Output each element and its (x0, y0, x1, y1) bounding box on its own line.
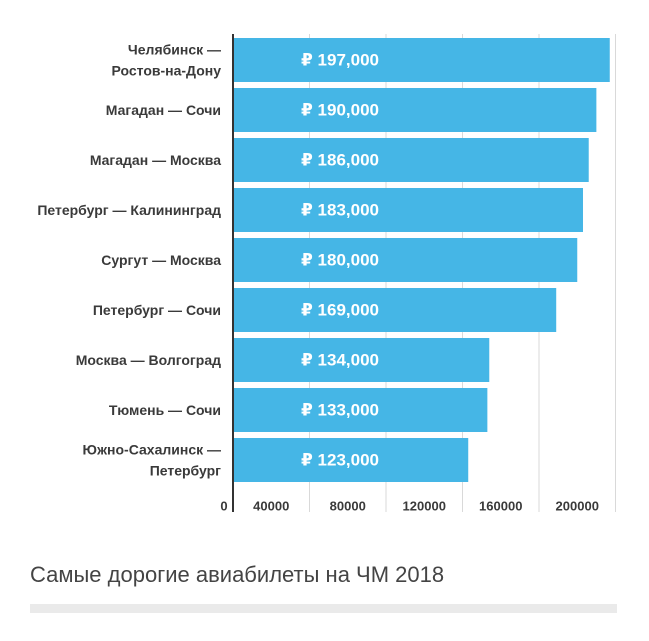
category-label: Челябинск — (128, 42, 221, 58)
bar (233, 188, 583, 232)
bar-chart: Челябинск — Ростов-на-Дону Магадан — Сочи М… (37, 34, 616, 514)
x-tick-label: 160000 (479, 499, 522, 514)
x-tick-label: 0 (220, 499, 227, 514)
bar-value-label: ₽ 186,000 (301, 151, 379, 170)
category-label: Ростов-на-Дону (112, 63, 222, 79)
bars (233, 38, 610, 482)
x-tick-label: 80000 (330, 499, 366, 514)
bar-value-label: ₽ 183,000 (301, 201, 379, 220)
category-label: Петербург — Сочи (93, 302, 221, 318)
category-label: Петербург — Калининград (37, 202, 221, 218)
bar-value-label: ₽ 123,000 (301, 451, 379, 470)
bar-value-label: ₽ 197,000 (301, 51, 379, 70)
bar-value-label: ₽ 190,000 (301, 101, 379, 120)
value-labels: ₽ 197,000 ₽ 190,000 ₽ 186,000 ₽ 183,000 ₽ 18… (301, 51, 379, 470)
chart-caption: Самые дорогие авиабилеты на ЧМ 2018 (30, 562, 445, 587)
bar (233, 138, 589, 182)
x-tick-label: 120000 (403, 499, 446, 514)
x-tick-label: 200000 (556, 499, 599, 514)
category-label: Москва — Волгоград (76, 352, 221, 368)
category-label: Тюмень — Сочи (109, 402, 221, 418)
x-tick-labels: 0 40000 80000 120000 160000 200000 (220, 499, 599, 514)
category-label: Южно-Сахалинск — (83, 442, 221, 458)
category-labels: Челябинск — Ростов-на-Дону Магадан — Сочи М… (37, 42, 221, 479)
bar-value-label: ₽ 134,000 (301, 351, 379, 370)
x-tick-label: 40000 (253, 499, 289, 514)
category-label: Сургут — Москва (101, 252, 221, 268)
bar (233, 238, 578, 282)
bar (233, 388, 488, 432)
category-label: Магадан — Москва (90, 152, 221, 168)
bar-value-label: ₽ 169,000 (301, 301, 379, 320)
category-label: Магадан — Сочи (106, 102, 221, 118)
bar (233, 338, 490, 382)
bar-value-label: ₽ 180,000 (301, 251, 379, 270)
bar (233, 38, 610, 82)
caption-divider (30, 604, 617, 613)
bar-value-label: ₽ 133,000 (301, 401, 379, 420)
bar (233, 288, 557, 332)
bar (233, 438, 469, 482)
category-label: Петербург (150, 463, 221, 479)
bar (233, 88, 597, 132)
